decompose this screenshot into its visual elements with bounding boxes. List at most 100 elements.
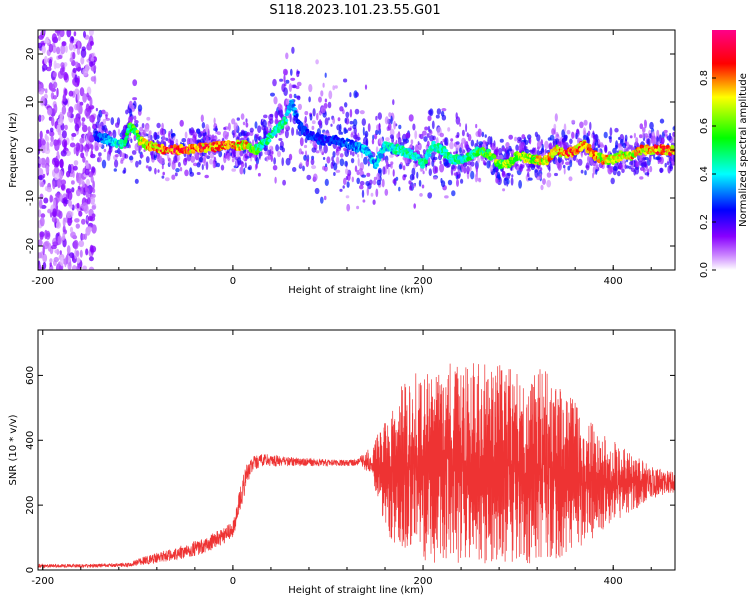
spectrogram-blob [137, 104, 143, 112]
spectrogram-blob [81, 122, 85, 127]
spectrogram-blob [285, 79, 290, 84]
spectrogram-blob [67, 111, 72, 118]
spectrogram-blob [470, 161, 475, 167]
spectrogram-blob [375, 188, 379, 198]
spectrogram-ridge-point [346, 138, 351, 142]
spectrogram-blob [510, 177, 514, 186]
spectrogram-blob [41, 163, 47, 168]
spectrogram-blob [302, 165, 305, 172]
spectrogram-blob [53, 81, 58, 89]
spectrogram-blob [273, 157, 276, 165]
spectrogram-blob [361, 118, 366, 126]
spectrogram-blob [57, 235, 62, 245]
spectrogram-blob [203, 158, 206, 166]
spectrogram-blob [410, 139, 414, 145]
spectrogram-blob [275, 119, 279, 126]
spectrogram-blob [349, 92, 352, 98]
spectrogram-ridge-point [267, 138, 272, 143]
spectrogram-blob [184, 157, 188, 162]
spectrogram-blob [375, 129, 379, 135]
spectrogram-blob [449, 141, 454, 150]
spectrogram-blob [223, 127, 227, 130]
spectrogram-blob [608, 135, 612, 140]
snr-y-label: SNR (10 * v/v) [8, 414, 19, 485]
spectrogram-blob [648, 133, 652, 139]
spectrogram-blob [39, 216, 45, 227]
spectrogram-blob [441, 180, 446, 188]
spectrogram-blob [240, 113, 245, 120]
spectrogram-blob [54, 142, 60, 151]
spectrogram-blob [205, 126, 209, 133]
spectrogram-blob [45, 165, 50, 174]
spectrogram-ridge-point [299, 122, 304, 127]
spectrogram-blob [275, 144, 279, 152]
spectrogram-blob [113, 168, 118, 172]
spectrogram-blob [67, 261, 72, 270]
spectrogram-blob [554, 172, 558, 177]
spectrogram-blob [71, 132, 77, 137]
spectrogram-blob [557, 162, 562, 171]
spectrogram-blob [609, 127, 613, 137]
spectrogram-blob [115, 154, 119, 158]
spectrogram-blob [430, 152, 436, 161]
spectrogram-blob [663, 129, 668, 134]
spectrogram-blob [131, 150, 137, 155]
spectrogram-blob [314, 187, 320, 195]
spectrogram-blob [190, 155, 196, 163]
spectrogram-blob [56, 46, 61, 55]
spectrogram-blob [212, 161, 215, 169]
spectrogram-blob [413, 183, 416, 188]
spectrogram-blob [352, 134, 358, 140]
spectrogram-blob [38, 158, 42, 164]
spectrogram-blob [190, 129, 195, 134]
spectrogram-blob [52, 95, 58, 100]
spectrogram-ridge-point [410, 149, 414, 152]
spectrogram-blob [231, 168, 236, 172]
spectrogram-blob [408, 114, 414, 122]
spectrogram-blob [465, 140, 469, 150]
spectrogram-blob [144, 126, 147, 135]
spectrogram-blob [359, 110, 365, 115]
spectrogram-blob [80, 56, 85, 65]
spectrogram-blob [347, 127, 352, 131]
spectrogram-blob [416, 171, 419, 179]
spectrogram-blob [282, 179, 286, 186]
spectrogram-blob [508, 148, 513, 152]
spectrogram-blob [610, 177, 615, 185]
spectrogram-blob [62, 217, 66, 227]
spectrogram-ridge-point [169, 145, 174, 148]
spectrogram-blob [569, 138, 573, 145]
spectrogram-blob [101, 159, 107, 169]
spectrogram-blob [233, 122, 238, 131]
spectrogram-blob [425, 145, 428, 150]
spectrogram-blob [456, 132, 460, 138]
spectrogram-blob [129, 116, 133, 124]
spectrogram-blob [362, 126, 365, 136]
spectrogram-blob [164, 177, 170, 182]
spectrogram-blob [43, 39, 50, 44]
spectrogram-y-ticks: -20 -10 0 10 20 [25, 48, 675, 254]
spectrogram-blob [343, 78, 348, 83]
spectrogram-blob [145, 156, 150, 164]
y-tick-label: 20 [25, 48, 36, 61]
spectrogram-blob [236, 117, 240, 121]
spectrogram-blob [48, 43, 54, 53]
spectrogram-blob [76, 103, 80, 111]
spectrogram-ridge-point [124, 139, 128, 144]
spectrogram-blob [461, 137, 466, 144]
spectrogram-ridge-point [672, 151, 675, 155]
spectrogram-blob [322, 157, 326, 160]
spectrogram-blob [56, 87, 59, 98]
spectrogram-blob [672, 126, 675, 131]
snr-x-ticks: -200 0 200 400 [31, 330, 652, 587]
spectrogram-blob [282, 68, 288, 76]
spectrogram-blob [72, 165, 78, 171]
spectrogram-blob [103, 124, 107, 133]
spectrogram-blob [413, 160, 418, 164]
spectrogram-blob [125, 109, 129, 115]
spectrogram-blob [669, 163, 673, 172]
spectrogram-blob [87, 197, 91, 205]
spectrogram-blob [470, 170, 475, 180]
spectrogram-blob [585, 162, 590, 171]
spectrogram-blob [478, 177, 482, 183]
